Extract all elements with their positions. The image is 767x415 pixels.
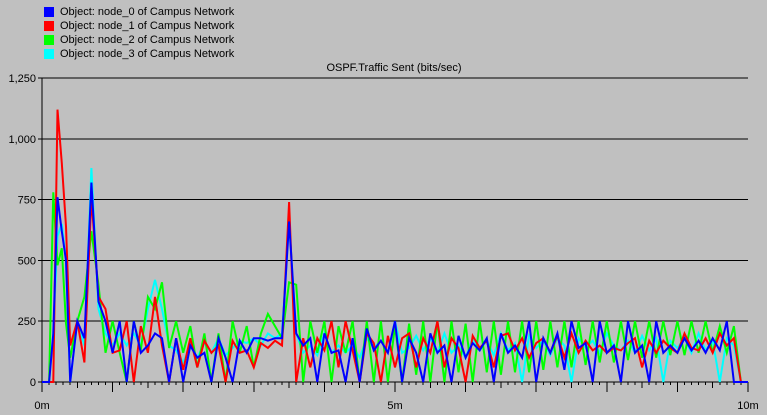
legend-item-node-2: Object: node_2 of Campus Network: [44, 33, 234, 47]
legend-item-node-0: Object: node_0 of Campus Network: [44, 5, 234, 19]
legend-swatch: [44, 21, 54, 31]
legend-item-node-3: Object: node_3 of Campus Network: [44, 47, 234, 61]
legend-item-node-1: Object: node_1 of Campus Network: [44, 19, 234, 33]
x-tick-label: 10m: [737, 400, 758, 412]
legend-label: Object: node_0 of Campus Network: [60, 6, 235, 18]
y-tick-label: 1,250: [8, 73, 36, 85]
legend-label: Object: node_1 of Campus Network: [60, 20, 235, 32]
series-line-node_1: [42, 109, 748, 383]
legend-swatch: [44, 49, 54, 59]
series-line-node_2: [42, 192, 748, 383]
x-tick-label: 5m: [387, 400, 402, 412]
y-tick-label: 0: [30, 377, 36, 389]
series-group: [42, 109, 748, 383]
y-tick-label: 750: [18, 195, 36, 207]
series-line-node_0b: [42, 182, 748, 383]
legend-label: Object: node_3 of Campus Network: [60, 48, 235, 60]
tick-labels: 0 250 500 750 1,000 1,250 0m 5m 10m: [8, 73, 758, 412]
y-tick-label: 500: [18, 255, 36, 267]
legend-swatch: [44, 7, 54, 17]
chart-title: OSPF.Traffic Sent (bits/sec): [326, 62, 461, 74]
y-tick-label: 250: [18, 316, 36, 328]
chart-legend: Object: node_0 of Campus Network Object:…: [44, 5, 234, 61]
x-tick-label: 0m: [34, 400, 49, 412]
gridlines: [42, 77, 748, 322]
legend-swatch: [44, 35, 54, 45]
y-tick-label: 1,000: [8, 134, 36, 146]
legend-label: Object: node_2 of Campus Network: [60, 34, 235, 46]
